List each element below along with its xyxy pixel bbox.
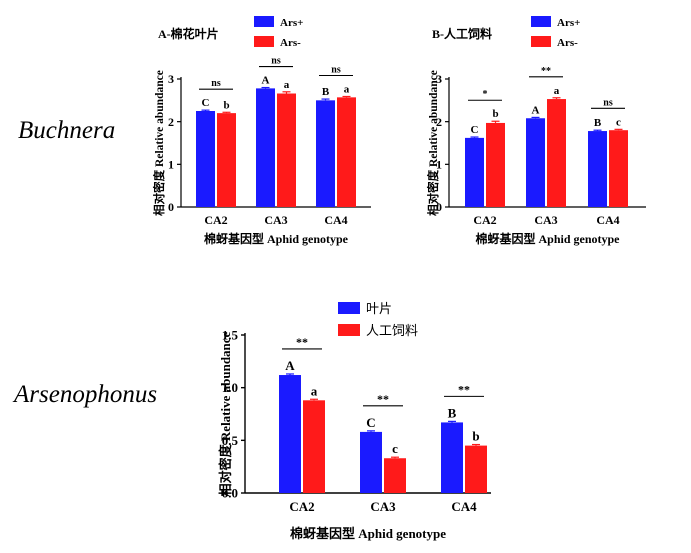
x-tick-label: CA2: [204, 213, 227, 227]
y-tick-label: 0.0: [222, 486, 238, 501]
significance-letter: C: [202, 97, 210, 109]
significance-letter: c: [392, 441, 398, 456]
legend-label-2: 人工饲料: [366, 323, 418, 338]
row-label-top: Buchnera: [18, 117, 115, 144]
bar-ca2-series1: [196, 111, 215, 207]
significance-letter: A: [532, 104, 540, 116]
bar-ca2-series2: [303, 400, 325, 493]
legend-label-1: Ars+: [280, 17, 303, 29]
bar-ca2-series1: [279, 375, 301, 493]
significance-letter: b: [472, 429, 479, 444]
bar-ca4-series2: [465, 445, 487, 493]
legend-label-1: 叶片: [366, 301, 392, 316]
legend-label-1: Ars+: [557, 17, 580, 29]
y-axis-title: 相对密度 Relative abundance: [218, 331, 233, 496]
significance-letter: A: [262, 75, 270, 87]
significance-letter: b: [492, 108, 498, 120]
legend-label-2: Ars-: [280, 37, 301, 49]
significance-letter: a: [344, 83, 350, 95]
legend-label-2: Ars-: [557, 37, 578, 49]
x-axis-title: 棉蚜基因型 Aphid genotype: [475, 231, 620, 246]
x-tick-label: CA2: [289, 499, 314, 514]
x-tick-label: CA2: [473, 213, 496, 227]
bar-ca2-series2: [217, 113, 236, 207]
bar-ca4-series2: [337, 97, 356, 207]
legend-swatch-1: [531, 16, 551, 27]
significance-letter: a: [311, 383, 318, 398]
comparison-significance: ns: [271, 56, 281, 67]
chart-title: A-棉花叶片: [158, 26, 219, 41]
significance-letter: B: [448, 405, 457, 420]
bar-ca3-series1: [526, 118, 545, 207]
comparison-significance: **: [377, 392, 389, 406]
legend-swatch-1: [254, 16, 274, 27]
x-axis-title: 棉蚜基因型 Aphid genotype: [290, 526, 446, 541]
bar-ca4-series1: [316, 100, 335, 207]
significance-letter: b: [223, 99, 229, 111]
x-tick-label: CA4: [596, 213, 619, 227]
y-tick-label: 1: [168, 158, 174, 172]
comparison-significance: **: [541, 66, 551, 77]
comparison-significance: ns: [603, 97, 613, 108]
comparison-significance: **: [296, 335, 308, 349]
legend-swatch-2: [531, 36, 551, 47]
significance-letter: C: [471, 124, 479, 136]
significance-letter: B: [322, 86, 330, 98]
y-tick-label: 2: [168, 115, 174, 129]
y-tick-label: 0: [436, 200, 442, 214]
bar-ca4-series1: [588, 131, 607, 207]
y-tick-label: 3: [168, 72, 174, 86]
y-tick-label: 2: [436, 115, 442, 129]
bar-ca3-series1: [360, 431, 382, 493]
bar-ca3-series2: [277, 93, 296, 207]
bar-ca2-series2: [486, 122, 505, 207]
comparison-significance: *: [483, 89, 488, 100]
bar-ca3-series1: [256, 88, 275, 207]
x-tick-label: CA4: [451, 499, 477, 514]
significance-letter: c: [616, 116, 621, 128]
y-axis-title: 相对密度 Relative abundance: [152, 70, 166, 216]
y-tick-label: 0: [168, 200, 174, 214]
y-tick-label: 3: [436, 72, 442, 86]
significance-letter: A: [285, 358, 295, 373]
comparison-significance: **: [458, 382, 470, 396]
legend-swatch-1: [338, 302, 360, 314]
y-tick-label: 1.0: [222, 380, 238, 395]
bar-ca4-series2: [609, 130, 628, 207]
chart-title: B-人工饲料: [432, 26, 492, 41]
y-tick-label: 1.5: [222, 328, 239, 343]
bar-ca3-series2: [547, 99, 566, 207]
y-tick-label: 0.5: [222, 433, 239, 448]
significance-letter: a: [284, 79, 290, 91]
x-tick-label: CA3: [534, 213, 557, 227]
x-tick-label: CA3: [370, 499, 396, 514]
bar-ca3-series2: [384, 458, 406, 493]
legend-swatch-2: [338, 324, 360, 336]
chart-a: A-棉花叶片 Ars+ Ars- 0 1 2 3 棉蚜基因型 Aphid genotype 相对…: [152, 16, 371, 246]
bar-ca2-series1: [465, 137, 484, 207]
comparison-significance: ns: [331, 64, 341, 75]
row-label-bottom: Arsenophonus: [12, 381, 157, 408]
chart-b: B-人工饲料 Ars+ Ars- 0 1 2 3 棉蚜基因型 Aphid genotype 相对…: [426, 16, 646, 246]
legend-swatch-2: [254, 36, 274, 47]
y-tick-label: 1: [436, 158, 442, 172]
x-tick-label: CA4: [324, 213, 347, 227]
significance-letter: a: [554, 85, 560, 97]
y-axis-title: 相对密度 Relative abundance: [426, 70, 440, 216]
x-tick-label: CA3: [264, 213, 287, 227]
significance-letter: B: [594, 117, 602, 129]
comparison-significance: ns: [211, 78, 221, 89]
x-axis-title: 棉蚜基因型 Aphid genotype: [204, 231, 349, 246]
bar-ca4-series1: [441, 422, 463, 493]
significance-letter: C: [366, 415, 375, 430]
